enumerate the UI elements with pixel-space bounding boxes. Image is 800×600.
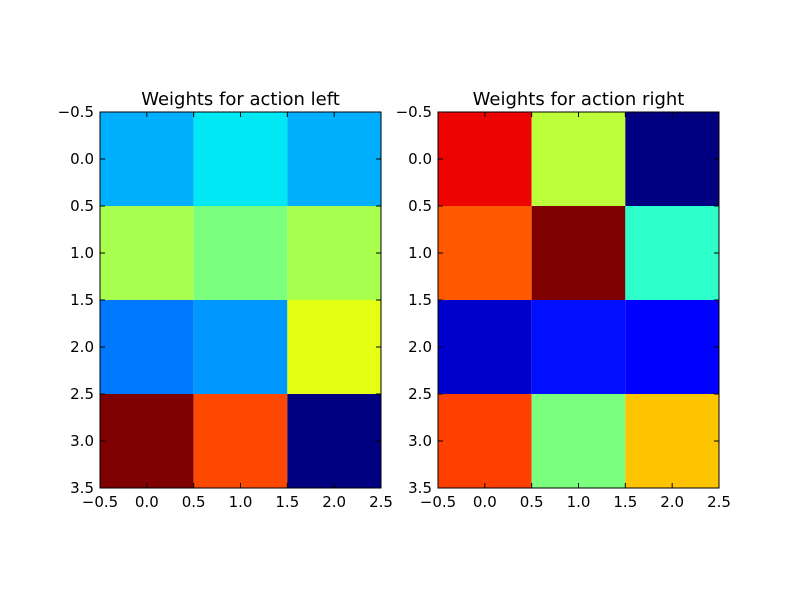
y-tick-label-left-4: 1.5 xyxy=(70,291,94,309)
heatmap-cell-left-r2-c2 xyxy=(287,300,381,394)
heatmap-cell-left-r1-c2 xyxy=(287,206,381,300)
x-tick-label-right-2: 0.5 xyxy=(520,493,544,511)
y-tick-label-left-0: −0.5 xyxy=(58,103,94,121)
x-tick-label-right-0: −0.5 xyxy=(420,493,456,511)
x-tick-label-left-3: 1.0 xyxy=(229,493,253,511)
x-tick-label-left-0: −0.5 xyxy=(82,493,118,511)
x-tick-label-right-3: 1.0 xyxy=(567,493,591,511)
heatmap-cell-right-r3-c1 xyxy=(531,394,626,488)
x-tick-label-left-2: 0.5 xyxy=(182,493,206,511)
y-tick-label-right-4: 1.5 xyxy=(408,291,432,309)
heatmap-cell-left-r0-c1 xyxy=(193,112,288,206)
heatmap-cell-left-r0-c0 xyxy=(100,112,194,206)
heatmap-cell-left-r3-c1 xyxy=(193,394,288,488)
x-tick-label-left-5: 2.0 xyxy=(322,493,346,511)
y-tick-label-left-6: 2.5 xyxy=(70,385,94,403)
heatmap-cell-right-r1-c0 xyxy=(438,206,532,300)
y-tick-label-left-1: 0.0 xyxy=(70,150,94,168)
y-tick-label-right-0: −0.5 xyxy=(396,103,432,121)
heatmap-cell-left-r2-c1 xyxy=(193,300,288,394)
x-tick-label-left-6: 2.5 xyxy=(369,493,393,511)
heatmap-cell-right-r2-c2 xyxy=(625,300,719,394)
x-tick-label-left-4: 1.5 xyxy=(275,493,299,511)
y-tick-label-left-3: 1.0 xyxy=(70,244,94,262)
heatmap-panel-left: Weights for action left −0.5 0.0 0.5 1.0 1.5… xyxy=(58,89,393,511)
heatmap-cell-right-r0-c2 xyxy=(625,112,719,206)
x-tick-label-right-1: 0.0 xyxy=(473,493,497,511)
y-tick-label-right-8: 3.5 xyxy=(408,479,432,497)
y-tick-label-left-2: 0.5 xyxy=(70,197,94,215)
y-tick-label-right-5: 2.0 xyxy=(408,338,432,356)
y-tick-label-right-6: 2.5 xyxy=(408,385,432,403)
x-tick-label-right-5: 2.0 xyxy=(660,493,684,511)
x-tick-label-right-4: 1.5 xyxy=(613,493,637,511)
heatmap-cell-right-r2-c1 xyxy=(531,300,626,394)
heatmap-cell-right-r0-c1 xyxy=(531,112,626,206)
chart-title-right: Weights for action right xyxy=(473,89,685,110)
heatmap-cell-right-r2-c0 xyxy=(438,300,532,394)
y-tick-label-right-1: 0.0 xyxy=(408,150,432,168)
x-tick-label-right-6: 2.5 xyxy=(707,493,731,511)
heatmap-cell-right-r1-c1 xyxy=(531,206,626,300)
heatmap-cell-right-r0-c0 xyxy=(438,112,532,206)
heatmap-panel-right: Weights for action right −0.5 0.0 0.5 1.0 1.… xyxy=(396,89,731,511)
heatmap-cell-right-r1-c2 xyxy=(625,206,719,300)
heatmap-cell-right-r3-c0 xyxy=(438,394,532,488)
heatmap-cell-left-r1-c0 xyxy=(100,206,194,300)
y-tick-label-left-5: 2.0 xyxy=(70,338,94,356)
heatmap-cell-left-r2-c0 xyxy=(100,300,194,394)
heatmap-cell-left-r3-c0 xyxy=(100,394,194,488)
y-tick-label-right-2: 0.5 xyxy=(408,197,432,215)
x-tick-label-left-1: 0.0 xyxy=(135,493,159,511)
heatmap-cell-left-r0-c2 xyxy=(287,112,381,206)
heatmap-cell-left-r3-c2 xyxy=(287,394,381,488)
chart-title-left: Weights for action left xyxy=(141,89,340,110)
heatmap-cell-left-r1-c1 xyxy=(193,206,288,300)
heatmap-cell-right-r3-c2 xyxy=(625,394,719,488)
y-tick-label-left-7: 3.0 xyxy=(70,432,94,450)
y-tick-label-left-8: 3.5 xyxy=(70,479,94,497)
y-tick-label-right-3: 1.0 xyxy=(408,244,432,262)
y-tick-label-right-7: 3.0 xyxy=(408,432,432,450)
